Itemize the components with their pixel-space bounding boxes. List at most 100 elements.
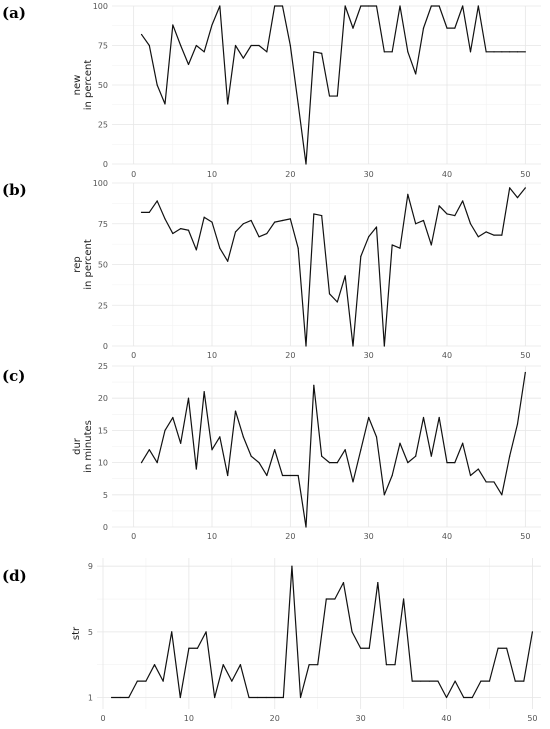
data-point [454,680,456,682]
data-point [325,598,327,600]
data-point [140,211,143,213]
data-point [219,436,221,438]
data-point [375,5,378,7]
data-point [415,455,417,457]
data-point [485,231,487,233]
data-point [328,462,331,464]
data-point [407,193,409,196]
data-point [524,187,526,189]
data-point [516,423,519,425]
data-point [428,680,430,682]
x-tick-label: 0 [131,170,136,179]
x-tick-label: 50 [520,170,530,179]
data-point [281,5,284,7]
data-point [430,244,432,246]
y-tick-label: 100 [93,2,108,11]
data-point [308,664,310,666]
data-point [172,24,174,26]
data-point [136,680,138,682]
data-point [422,219,425,222]
data-point [462,200,464,202]
data-point [145,680,147,682]
panel-label: (c) [2,367,25,385]
x-tick-label: 10 [184,714,194,723]
x-tick-label: 20 [285,170,295,179]
data-point [305,163,307,165]
panel-2: 0 10 20 30 40 50 0 25 50 75 100 repin percent (b) [2,179,541,360]
series-line [111,565,534,699]
y-axis-title: repin percent [72,239,94,290]
data-point [477,5,479,7]
data-point [321,52,323,55]
y-axis-title-line: str [71,626,82,640]
series-line [141,187,526,347]
data-point [463,696,465,699]
data-point [297,103,299,105]
data-point [407,51,409,53]
y-tick-label: 25 [98,362,108,371]
data-point [250,219,252,222]
data-point [128,696,130,699]
y-axis-title-line: in percent [83,239,94,290]
x-tick-label: 20 [270,714,280,723]
x-tick-label: 10 [207,351,217,360]
data-point [196,647,199,649]
data-point [391,244,393,246]
data-point [266,51,268,53]
data-point [368,236,370,238]
data-point [462,442,464,444]
panel-1: 0 10 20 30 40 50 0 25 50 75 100 newin percent (a) [2,2,541,179]
data-point [399,5,401,7]
data-point [219,5,221,7]
data-point [411,680,413,682]
x-tick-label: 20 [285,351,295,360]
y-axis-title-line: rep [72,256,83,272]
data-point [140,33,143,36]
data-point [501,494,503,496]
data-point [250,44,252,47]
data-point [172,416,174,419]
data-point [352,481,354,483]
data-point [438,416,440,419]
data-point [375,436,378,438]
data-point [297,247,299,249]
data-point [514,680,516,682]
data-point [501,51,503,53]
data-point [422,27,425,29]
y-tick-label: 75 [98,42,108,51]
data-point [336,301,338,303]
data-point [234,410,237,412]
y-axis-title: durin minutes [72,420,94,473]
data-point [344,275,346,277]
data-point [281,219,284,222]
data-point [352,27,354,29]
panel-label: (d) [2,567,27,585]
data-point [383,345,385,347]
data-point [383,494,385,496]
data-point [211,24,213,26]
data-point [524,371,526,374]
data-point [119,696,121,699]
data-point [446,213,448,215]
data-point [211,449,213,451]
data-point [110,696,113,699]
data-point [334,598,336,600]
x-tick-label: 40 [442,351,452,360]
data-point [156,84,158,86]
x-tick-label: 30 [364,532,374,541]
y-tick-label: 5 [88,628,93,637]
data-point [328,293,331,295]
y-tick-label: 5 [103,491,108,500]
y-tick-label: 10 [98,459,108,468]
data-point [256,696,259,699]
data-point [344,5,346,7]
data-point [274,449,276,451]
data-point [250,455,252,457]
x-tick-label: 10 [207,532,217,541]
y-axis-title-line: in minutes [83,420,94,473]
data-point [321,455,323,457]
y-axis-title-line: new [72,75,83,96]
data-point [352,345,354,347]
data-point [462,5,464,7]
data-point [187,229,190,231]
